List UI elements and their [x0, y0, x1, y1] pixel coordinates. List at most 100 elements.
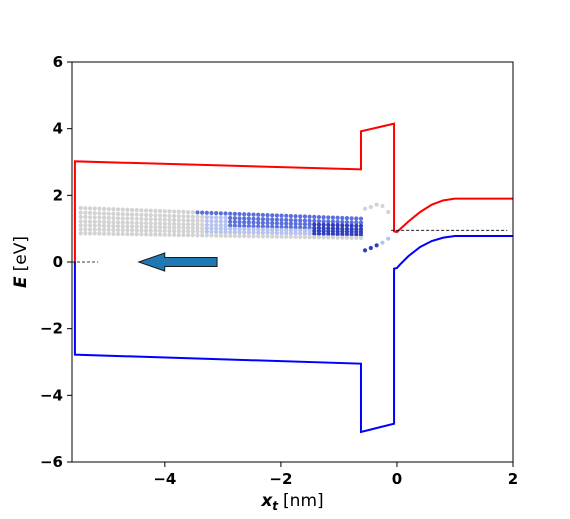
state-point — [92, 223, 97, 228]
state-point — [153, 221, 158, 226]
state-point — [386, 209, 391, 215]
y-axis-unit: [eV] — [11, 236, 31, 271]
state-point — [251, 216, 256, 221]
state-point — [284, 225, 289, 230]
state-point — [181, 232, 186, 238]
state-point — [242, 230, 247, 235]
state-point — [115, 224, 121, 229]
state-point — [209, 219, 214, 224]
state-point — [153, 208, 158, 213]
scatter-layer — [78, 202, 391, 253]
state-point — [298, 234, 303, 240]
state-point — [228, 223, 233, 228]
state-point — [181, 214, 186, 219]
state-point — [330, 223, 336, 228]
state-point — [298, 231, 303, 236]
state-point — [172, 221, 177, 227]
state-point — [78, 210, 83, 215]
state-point — [279, 228, 284, 233]
state-point — [223, 215, 228, 220]
state-point — [237, 211, 242, 217]
state-point — [153, 225, 158, 230]
state-point — [237, 233, 242, 239]
state-point — [218, 215, 223, 220]
state-point — [167, 221, 172, 226]
state-point — [172, 225, 177, 230]
state-point — [362, 248, 368, 253]
state-point — [139, 208, 144, 213]
state-point — [181, 222, 186, 227]
state-point — [349, 216, 354, 221]
state-point — [335, 235, 340, 240]
state-point — [78, 214, 83, 220]
y-axis-label: E [eV] — [11, 236, 31, 288]
state-point — [148, 224, 153, 230]
state-point — [214, 229, 219, 235]
state-point — [111, 224, 116, 229]
state-point — [223, 223, 228, 228]
state-point — [293, 221, 298, 226]
state-point — [101, 231, 107, 236]
state-point — [83, 231, 88, 236]
state-point — [265, 217, 270, 222]
state-point — [302, 234, 308, 240]
state-point — [246, 230, 251, 235]
state-point — [106, 220, 111, 225]
state-point — [129, 228, 135, 233]
state-point — [307, 225, 312, 230]
state-point — [312, 228, 317, 233]
x-tick-label: −2 — [269, 470, 292, 488]
state-point — [83, 215, 88, 220]
state-point — [101, 219, 107, 225]
state-point — [312, 218, 317, 224]
state-point — [83, 219, 88, 224]
state-point — [256, 216, 261, 222]
state-point — [115, 231, 121, 237]
state-point — [153, 217, 158, 222]
state-point — [92, 211, 97, 216]
state-point — [209, 226, 214, 231]
state-point — [87, 219, 93, 224]
state-point — [374, 243, 379, 248]
state-point — [181, 229, 186, 234]
state-point — [335, 232, 340, 237]
state-point — [368, 245, 373, 251]
state-point — [153, 228, 158, 233]
state-point — [92, 219, 97, 224]
state-point — [358, 220, 364, 225]
state-point — [302, 214, 308, 219]
state-point — [134, 212, 139, 217]
state-point — [129, 224, 135, 229]
state-point — [354, 223, 359, 228]
y-axis-symbol: E — [11, 276, 31, 288]
state-point — [190, 218, 195, 223]
state-point — [307, 222, 312, 227]
state-point — [139, 212, 144, 217]
state-point — [358, 223, 364, 229]
state-point — [162, 217, 167, 222]
state-point — [326, 215, 331, 220]
state-point — [153, 232, 158, 237]
state-point — [335, 215, 340, 220]
state-point — [111, 215, 116, 221]
state-point — [158, 228, 163, 233]
x-axis-symbol: x — [260, 491, 273, 511]
state-point — [340, 232, 345, 237]
state-point — [340, 235, 345, 240]
arrow-layer — [137, 252, 218, 272]
state-point — [129, 207, 135, 213]
state-point — [111, 220, 116, 225]
x-axis-unit: [nm] — [283, 491, 324, 511]
state-point — [307, 214, 312, 219]
state-point — [358, 216, 364, 221]
state-point — [307, 231, 312, 236]
state-point — [176, 222, 181, 227]
state-point — [97, 231, 102, 236]
state-point — [190, 225, 195, 231]
state-point — [158, 221, 163, 226]
state-point — [204, 233, 209, 238]
state-point — [200, 233, 205, 238]
state-point — [358, 235, 364, 241]
state-point — [232, 211, 237, 216]
